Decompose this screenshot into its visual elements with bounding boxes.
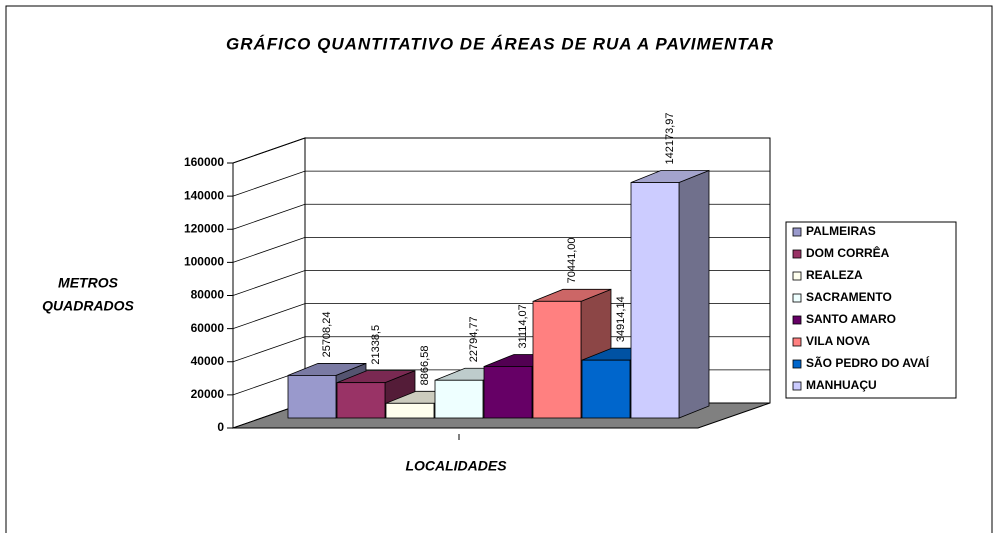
y-tick-label: 40000 — [191, 354, 225, 368]
bar-front — [336, 382, 386, 419]
bar-front — [434, 379, 484, 419]
value-label: 31114,07 — [517, 304, 529, 348]
bar-side — [678, 169, 710, 419]
legend-swatch — [792, 227, 802, 237]
chart-title: GRÁFICO QUANTITATIVO DE ÁREAS DE RUA A P… — [226, 34, 774, 53]
grid-line — [232, 203, 770, 230]
x-axis-label: LOCALIDADES — [405, 458, 507, 474]
bar-front — [532, 300, 582, 419]
y-axis-label: METROS — [58, 275, 119, 291]
legend-swatch — [792, 315, 802, 325]
grid-line — [232, 137, 770, 164]
legend-swatch — [792, 337, 802, 347]
value-label: 70441,00 — [566, 237, 578, 283]
grid-line — [232, 303, 770, 330]
value-label: 22794,77 — [468, 316, 480, 362]
legend-label: PALMEIRAS — [806, 224, 876, 238]
bar-front — [581, 359, 631, 419]
legend-swatch — [792, 249, 802, 259]
grid-line — [232, 236, 770, 263]
legend-label: MANHUAÇU — [806, 378, 877, 392]
legend — [785, 221, 957, 399]
value-label: 34914,14 — [615, 296, 627, 342]
y-tick-label: 80000 — [191, 288, 225, 302]
bar-front — [630, 182, 680, 419]
legend-swatch — [792, 381, 802, 391]
y-tick-label: 0 — [217, 420, 224, 434]
legend-label: SACRAMENTO — [806, 290, 892, 304]
value-label: 142173,97 — [664, 113, 676, 165]
legend-swatch — [792, 293, 802, 303]
value-label: 21338,5 — [370, 325, 382, 365]
legend-label: VILA NOVA — [806, 334, 870, 348]
grid-line — [232, 336, 770, 363]
grid-line — [232, 270, 770, 296]
y-tick-label: 100000 — [184, 255, 224, 269]
bar-front — [385, 402, 435, 419]
value-label: 8866,58 — [419, 346, 431, 386]
value-label: 25708,24 — [321, 312, 333, 358]
y-tick-label: 160000 — [184, 155, 224, 169]
y-tick-label: 20000 — [191, 387, 225, 401]
bar-front — [287, 375, 337, 419]
y-tick-label: 140000 — [184, 188, 224, 202]
bar — [630, 169, 710, 419]
y-tick-label: 120000 — [184, 221, 224, 235]
legend-label: SÃO PEDRO DO AVAÍ — [806, 355, 930, 370]
y-tick-label: 60000 — [191, 321, 225, 335]
bar-front — [483, 366, 533, 419]
legend-label: REALEZA — [806, 268, 863, 282]
legend-label: DOM CORRÊA — [806, 245, 890, 260]
y-axis-label: QUADRADOS — [42, 298, 134, 314]
legend-label: SANTO AMARO — [806, 312, 896, 326]
grid-line — [232, 170, 770, 197]
legend-swatch — [792, 359, 802, 369]
legend-swatch — [792, 271, 802, 281]
